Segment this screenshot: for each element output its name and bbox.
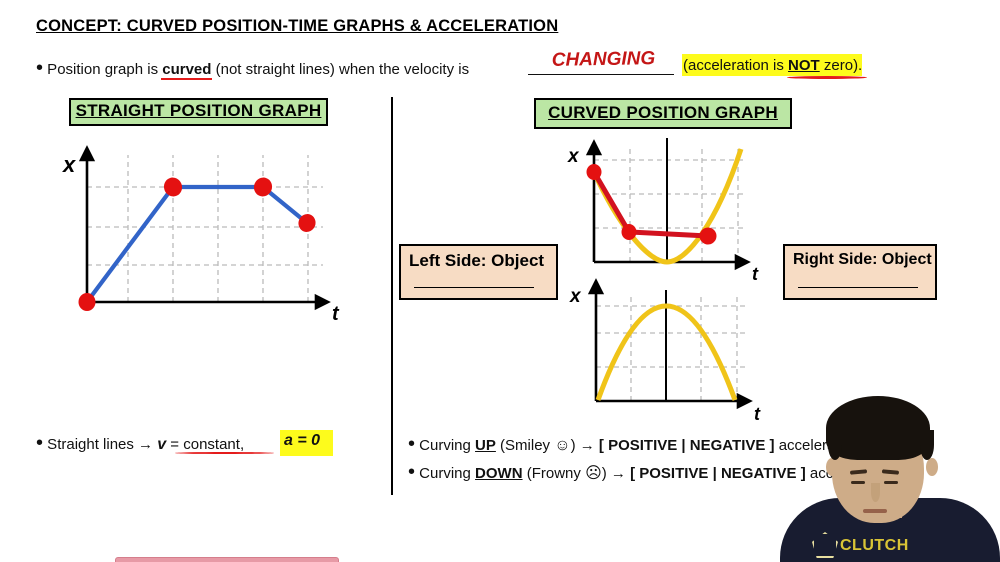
svg-text:x: x — [569, 286, 582, 307]
svg-text:x: x — [567, 146, 580, 167]
svg-text:x: x — [62, 152, 76, 177]
svg-text:t: t — [754, 404, 761, 424]
svg-text:t: t — [752, 264, 759, 284]
svg-text:t: t — [332, 303, 340, 325]
